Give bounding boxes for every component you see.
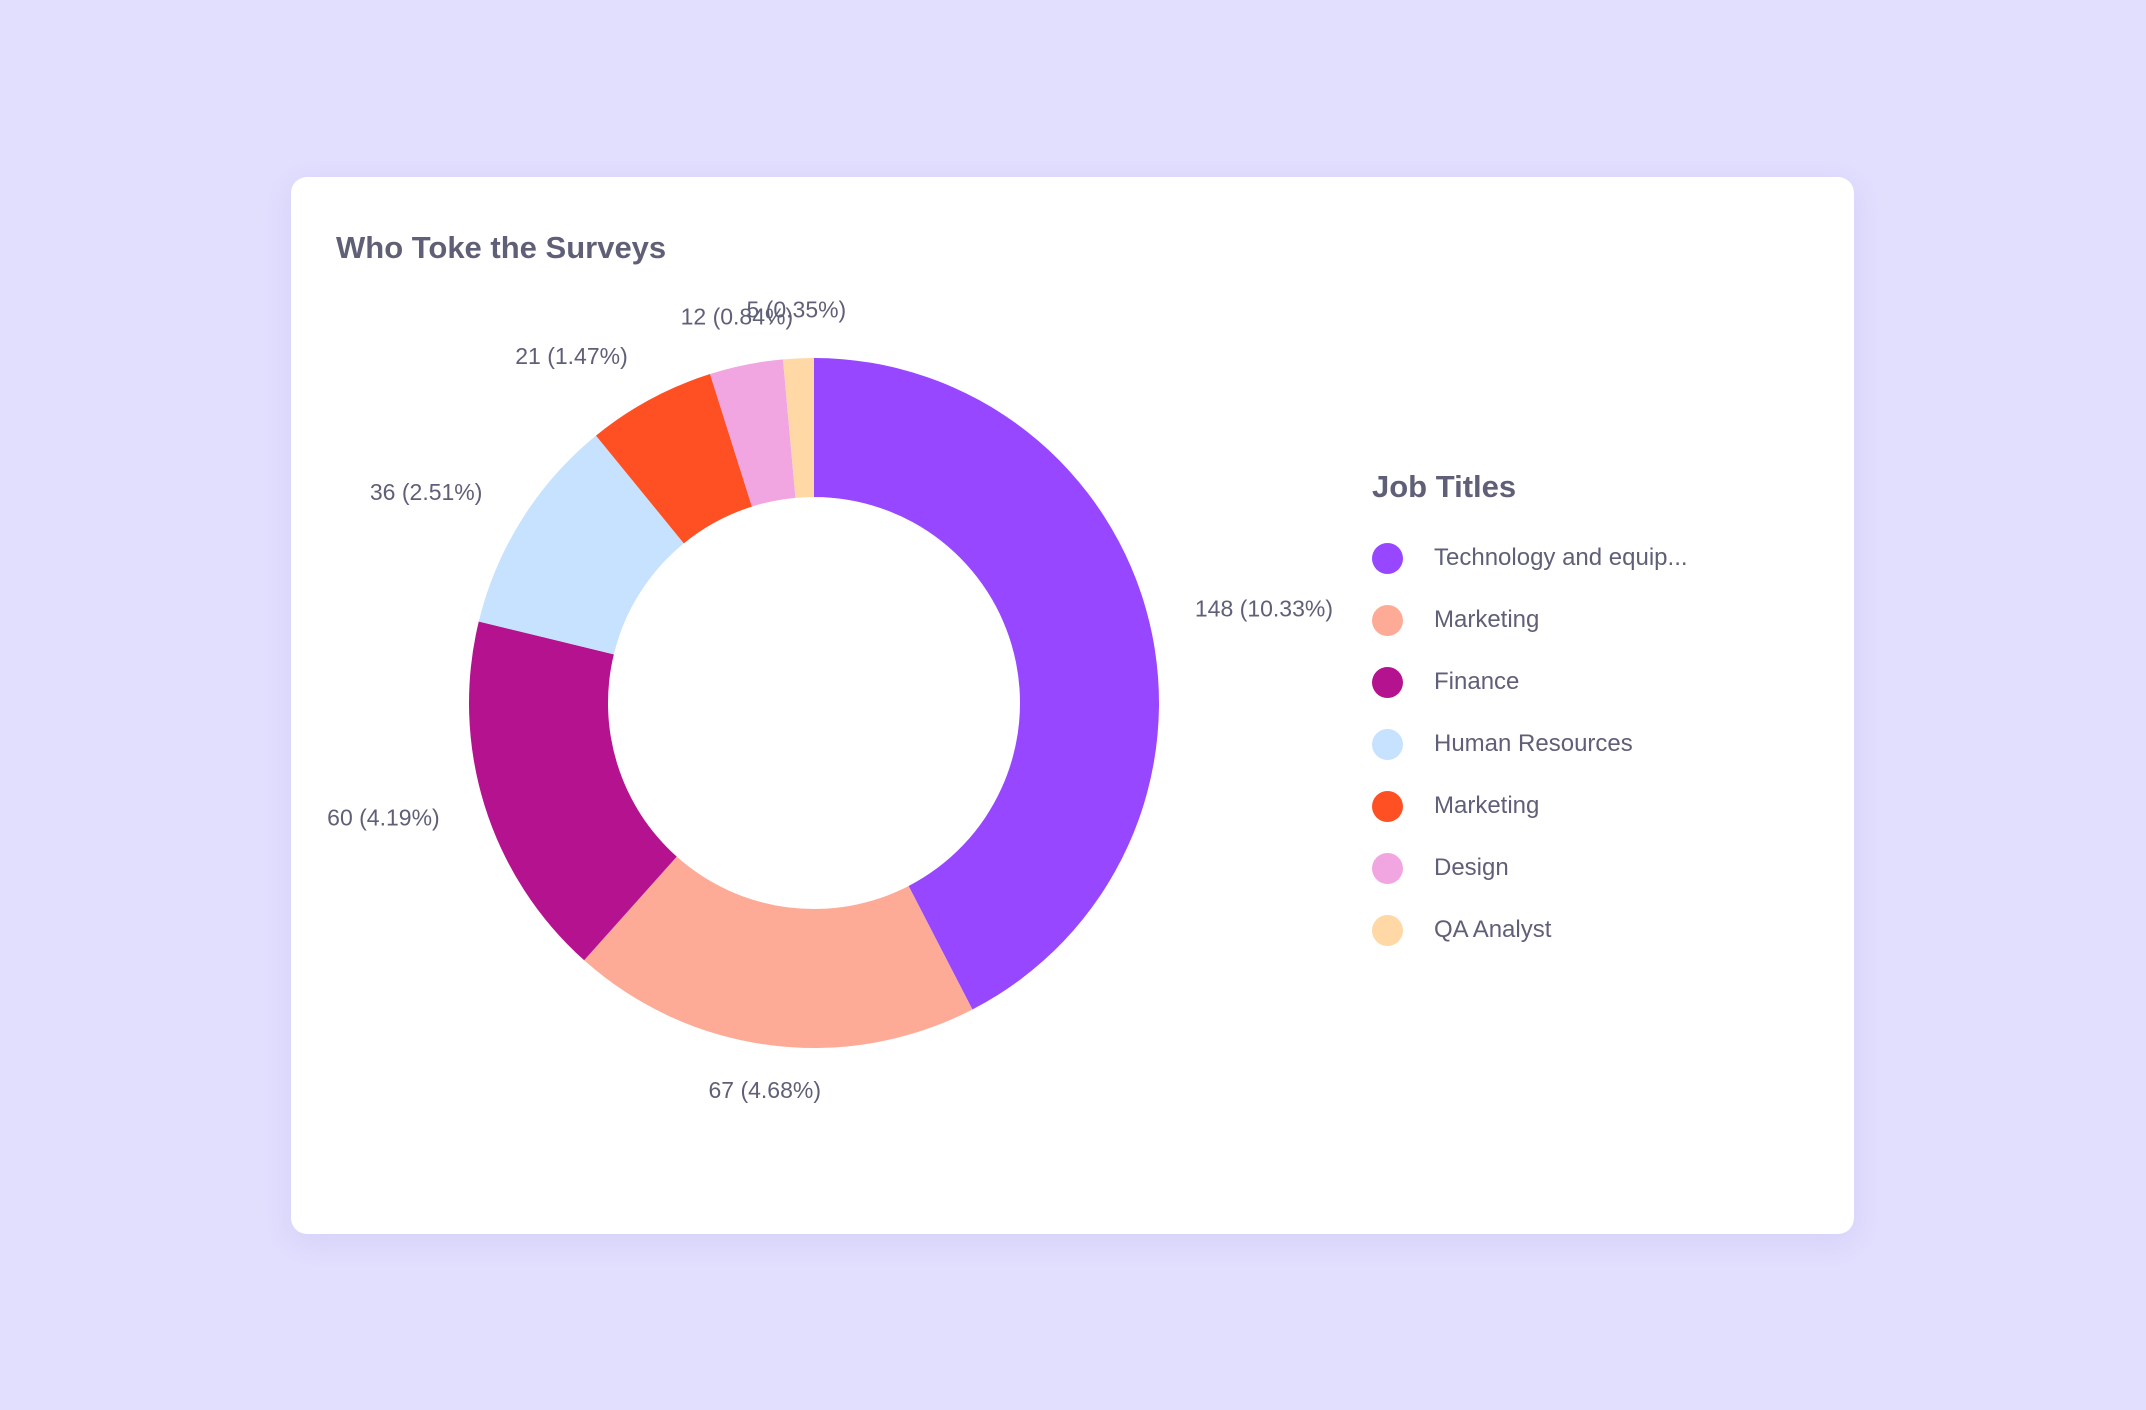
legend-label: Human Resources	[1434, 730, 1633, 757]
chart-legend: Job Titles Technology and equip... Market…	[1372, 469, 1832, 961]
legend-item-marketing-4[interactable]: Marketing	[1372, 775, 1832, 837]
donut-slices	[468, 358, 1159, 1048]
data-label-human-resources-3: 36 (2.51%)	[370, 479, 483, 505]
legend-label: Technology and equip...	[1434, 544, 1688, 571]
legend-label: Finance	[1434, 668, 1520, 695]
legend-swatch-icon	[1372, 852, 1403, 884]
legend-item-human-resources-3[interactable]: Human Resources	[1372, 713, 1832, 775]
legend-swatch-icon	[1372, 542, 1403, 574]
legend-label: Marketing	[1434, 792, 1540, 819]
legend-label: Design	[1434, 854, 1509, 881]
legend-label: QA Analyst	[1434, 916, 1552, 943]
legend-swatch-icon	[1372, 666, 1403, 698]
donut-slice-qa-analyst-6[interactable]	[782, 358, 814, 498]
donut-chart: 148 (10.33%) 67 (4.68%) 60 (4.19%) 36 (2.51…	[327, 296, 1333, 1102]
legend-swatch-icon	[1372, 914, 1403, 946]
donut-slice-marketing-1[interactable]	[584, 856, 973, 1048]
chart-card: Who Toke the Surveys 148 (10.33%) 67 (4.6…	[291, 177, 1854, 1234]
data-label-technology-and-equip-0: 148 (10.33%)	[1195, 595, 1333, 621]
donut-data-labels: 148 (10.33%) 67 (4.68%) 60 (4.19%) 36 (2.51…	[327, 296, 1333, 1102]
data-label-design-5: 12 (0.84%)	[681, 304, 794, 330]
data-label-marketing-4: 21 (1.47%)	[515, 343, 628, 369]
donut-slice-technology-and-equip-0[interactable]	[814, 358, 1159, 1010]
legend-list: Technology and equip... Marketing Finance H…	[1372, 527, 1832, 961]
data-label-finance-2: 60 (4.19%)	[327, 805, 440, 831]
donut-slice-marketing-4[interactable]	[595, 374, 752, 544]
legend-swatch-icon	[1372, 728, 1403, 760]
legend-item-finance-2[interactable]: Finance	[1372, 651, 1832, 713]
legend-swatch-icon	[1372, 790, 1403, 822]
legend-title: Job Titles	[1372, 469, 1517, 504]
donut-slice-design-5[interactable]	[710, 359, 796, 507]
legend-label: Marketing	[1434, 606, 1540, 633]
legend-swatch-icon	[1372, 604, 1403, 636]
legend-item-qa-analyst-6[interactable]: QA Analyst	[1372, 899, 1832, 961]
donut-slice-finance-2[interactable]	[468, 621, 677, 961]
legend-item-marketing-1[interactable]: Marketing	[1372, 589, 1832, 651]
legend-item-design-5[interactable]: Design	[1372, 837, 1832, 899]
data-label-marketing-1: 67 (4.68%)	[708, 1077, 821, 1103]
donut-slice-human-resources-3[interactable]	[478, 435, 684, 655]
legend-item-technology-and-equip-0[interactable]: Technology and equip...	[1372, 527, 1832, 589]
chart-title: Who Toke the Surveys	[336, 230, 667, 265]
data-label-qa-analyst-6: 5 (0.35%)	[747, 296, 847, 322]
